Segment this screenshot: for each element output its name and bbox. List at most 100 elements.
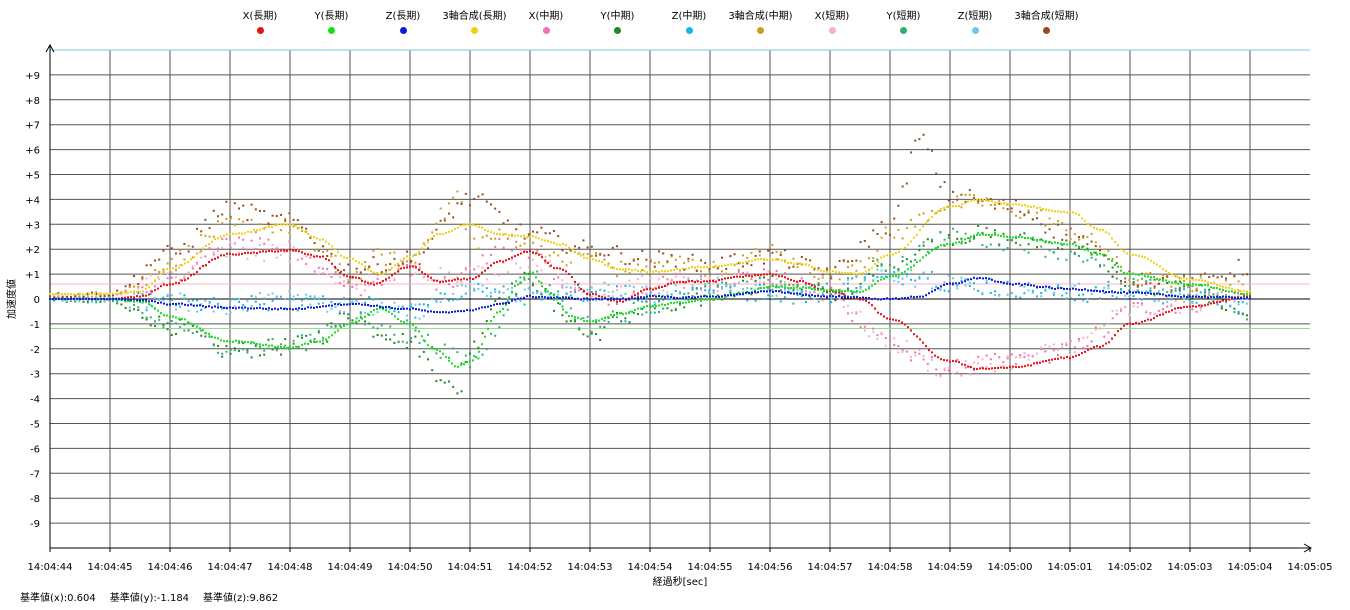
data-point (169, 283, 171, 286)
data-point (154, 297, 156, 300)
data-point (880, 263, 883, 266)
data-point (481, 290, 484, 293)
data-point (1198, 284, 1200, 287)
data-point (254, 208, 257, 211)
data-point (679, 303, 681, 306)
data-point (981, 199, 984, 202)
data-point (994, 203, 996, 206)
data-point (1241, 273, 1244, 276)
data-point (1099, 249, 1101, 252)
data-point (771, 251, 774, 254)
data-point (595, 293, 597, 296)
data-point (956, 230, 959, 233)
data-point (288, 348, 291, 351)
data-point (754, 299, 757, 302)
data-point (1189, 295, 1191, 298)
data-point (1078, 254, 1080, 257)
data-point (809, 271, 812, 274)
data-point (463, 310, 465, 313)
data-point (1057, 210, 1059, 213)
data-point (977, 232, 980, 235)
baseline-x: 基準値(x):0.604 (20, 593, 96, 604)
data-point (994, 352, 996, 355)
data-point (355, 302, 357, 305)
data-point (619, 268, 621, 271)
data-point (232, 253, 234, 256)
data-point (91, 299, 93, 302)
data-point (1210, 302, 1212, 305)
data-point (603, 281, 606, 284)
data-point (580, 298, 582, 301)
data-point (397, 270, 399, 273)
data-point (548, 260, 551, 263)
data-point (253, 307, 255, 310)
data-point (380, 271, 383, 274)
data-point (347, 303, 350, 306)
data-point (466, 223, 468, 226)
data-point (137, 287, 140, 290)
data-point (760, 290, 762, 293)
data-point (918, 138, 921, 141)
data-point (949, 282, 951, 285)
data-point (1136, 305, 1139, 308)
data-point (568, 246, 570, 249)
data-point (124, 296, 126, 299)
data-point (532, 296, 534, 299)
data-point (170, 294, 173, 297)
legend-item: Y(中期) (563, 10, 673, 34)
data-point (223, 306, 225, 309)
data-point (821, 273, 824, 276)
data-point (577, 297, 579, 300)
data-point (130, 299, 132, 302)
x-tick-label: 14:04:49 (328, 562, 373, 573)
data-point (977, 289, 980, 292)
data-point (847, 289, 849, 292)
data-point (616, 302, 618, 305)
data-point (889, 338, 891, 341)
data-point (145, 294, 147, 297)
data-point (763, 259, 765, 262)
data-point (540, 298, 543, 301)
data-point (685, 267, 687, 270)
data-point (1204, 288, 1206, 291)
data-point (595, 319, 597, 322)
data-point (1180, 281, 1182, 284)
data-point (649, 287, 651, 290)
data-point (532, 251, 534, 254)
data-point (700, 304, 702, 307)
data-point (1086, 300, 1089, 303)
data-point (1066, 243, 1068, 246)
data-point (523, 303, 526, 306)
data-point (418, 355, 421, 358)
data-point (1031, 236, 1034, 239)
data-point (813, 287, 816, 290)
data-point (1042, 239, 1044, 242)
data-point (220, 235, 222, 238)
data-point (298, 226, 300, 229)
data-point (658, 271, 660, 274)
data-point (1057, 284, 1059, 287)
data-point (448, 279, 450, 282)
data-point (309, 339, 312, 342)
data-point (334, 282, 337, 285)
data-point (364, 301, 366, 304)
data-point (208, 301, 211, 304)
data-point (484, 306, 486, 309)
data-point (1156, 277, 1158, 280)
data-point (414, 329, 417, 332)
data-point (97, 298, 99, 301)
data-point (238, 341, 240, 344)
data-point (1178, 311, 1181, 314)
data-point (1057, 223, 1059, 226)
data-point (431, 279, 434, 282)
data-point (863, 279, 866, 282)
data-point (863, 239, 866, 242)
data-point (352, 322, 354, 325)
data-point (1031, 355, 1034, 358)
data-point (304, 252, 306, 255)
data-point (922, 256, 924, 259)
data-point (1123, 271, 1125, 274)
data-point (427, 238, 429, 241)
data-point (859, 297, 861, 300)
data-point (960, 374, 963, 377)
